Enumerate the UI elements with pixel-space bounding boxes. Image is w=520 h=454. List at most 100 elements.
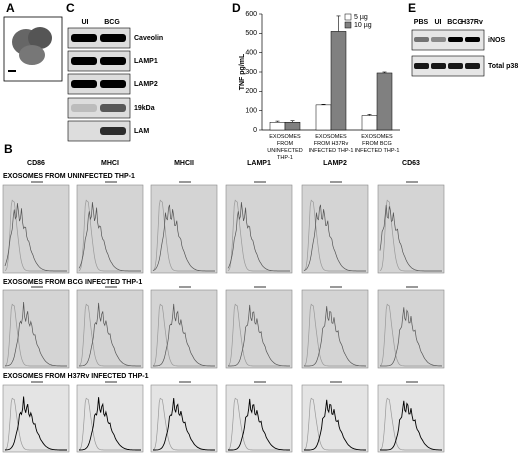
band xyxy=(448,37,463,42)
band xyxy=(71,34,97,42)
histogram-box xyxy=(225,384,293,453)
y-tick-label: 200 xyxy=(245,88,257,95)
blot xyxy=(67,73,131,95)
stain-curve xyxy=(304,306,366,367)
row-label: EXOSOMES FROM UNINFECTED THP-1 xyxy=(3,173,135,180)
stain-curve xyxy=(4,203,67,272)
band-label: LAMP1 xyxy=(134,58,158,65)
band xyxy=(431,63,446,69)
band xyxy=(71,80,97,88)
legend-swatch xyxy=(344,13,352,21)
band xyxy=(465,37,480,42)
histogram-box xyxy=(76,384,144,453)
band-label: Total p38 xyxy=(488,63,518,70)
histogram-box xyxy=(2,184,70,274)
column-label: LAMP2 xyxy=(323,160,347,167)
band xyxy=(100,80,126,88)
column-label: MHCI xyxy=(101,160,119,167)
lane-label: UI xyxy=(82,19,89,26)
band xyxy=(465,63,480,69)
isotype-curve xyxy=(227,303,290,367)
band xyxy=(414,63,429,69)
histogram-box xyxy=(2,289,70,369)
histogram-box xyxy=(150,184,218,274)
lane-label: UI xyxy=(435,19,442,26)
histogram-box xyxy=(301,384,369,453)
panel-label: A xyxy=(6,1,15,15)
row-label: EXOSOMES FROM BCG INFECTED THP-1 xyxy=(3,279,142,286)
bar xyxy=(269,122,286,131)
histogram-box xyxy=(301,289,369,369)
bar xyxy=(330,31,347,131)
row-label: EXOSOMES FROM H37Rv INFECTED THP-1 xyxy=(3,373,149,380)
y-tick-label: 500 xyxy=(245,30,257,37)
legend-label: 10 µg xyxy=(354,22,372,29)
band xyxy=(100,34,126,42)
stain-curve xyxy=(4,396,67,451)
scale-bar xyxy=(8,70,16,72)
blot xyxy=(67,97,131,119)
isotype-curve xyxy=(303,303,366,367)
isotype-curve xyxy=(379,303,442,367)
isotype-curve xyxy=(152,303,215,367)
stain-curve xyxy=(304,399,366,451)
vesicle xyxy=(28,27,52,49)
x-tick-label: EXOSOMES FROM UNINFECTED THP-1 xyxy=(267,134,303,161)
stain-curve xyxy=(379,204,442,272)
blot xyxy=(67,50,131,72)
bar xyxy=(284,122,301,131)
blot xyxy=(67,120,131,142)
stain-curve xyxy=(380,307,443,367)
histogram-box xyxy=(225,184,293,274)
stain-curve xyxy=(152,204,215,272)
isotype-curve xyxy=(227,397,290,451)
stain-curve xyxy=(153,303,215,367)
stain-curve xyxy=(303,204,366,272)
column-label: CD86 xyxy=(27,160,45,167)
lane-label: BCG xyxy=(447,19,463,26)
isotype-curve xyxy=(379,397,442,451)
bar xyxy=(315,104,332,131)
x-tick-label: EXOSOMES FROM H37Rv INFECTED THP-1 xyxy=(308,134,354,154)
histogram-box xyxy=(2,384,70,453)
histogram-box xyxy=(377,384,445,453)
histogram-box xyxy=(76,289,144,369)
legend-label: 5 µg xyxy=(354,14,368,21)
legend-swatch xyxy=(344,21,352,29)
histogram-box xyxy=(150,289,218,369)
band-label: Caveolin xyxy=(134,35,163,42)
band xyxy=(100,127,126,135)
band xyxy=(448,63,463,69)
panel-label: D xyxy=(232,1,241,15)
band xyxy=(71,57,97,65)
y-axis-label: TNF pg/mL xyxy=(239,53,246,90)
histogram-box xyxy=(301,184,369,274)
stain-curve xyxy=(78,202,141,272)
band xyxy=(100,57,126,65)
vesicle xyxy=(19,45,45,65)
histogram-box xyxy=(76,184,144,274)
stain-curve xyxy=(227,202,290,272)
bar xyxy=(376,72,393,131)
histogram-box xyxy=(377,184,445,274)
y-tick-label: 400 xyxy=(245,50,257,57)
stain-curve xyxy=(79,302,141,367)
panel-label: E xyxy=(408,1,416,15)
panel-label: C xyxy=(66,1,75,15)
blot xyxy=(67,27,131,49)
isotype-curve xyxy=(303,397,366,451)
lane-label: BCG xyxy=(104,19,120,26)
bar xyxy=(361,115,378,131)
panel-label: B xyxy=(4,142,13,156)
band-label: LAMP2 xyxy=(134,81,158,88)
band-label: LAM xyxy=(134,128,149,135)
band xyxy=(414,37,429,42)
stain-curve xyxy=(228,398,290,451)
y-tick-label: 600 xyxy=(245,11,257,18)
band xyxy=(100,104,126,112)
lane-label: H37Rv xyxy=(461,19,483,26)
stain-curve xyxy=(380,400,442,451)
y-tick-label: 300 xyxy=(245,69,257,76)
